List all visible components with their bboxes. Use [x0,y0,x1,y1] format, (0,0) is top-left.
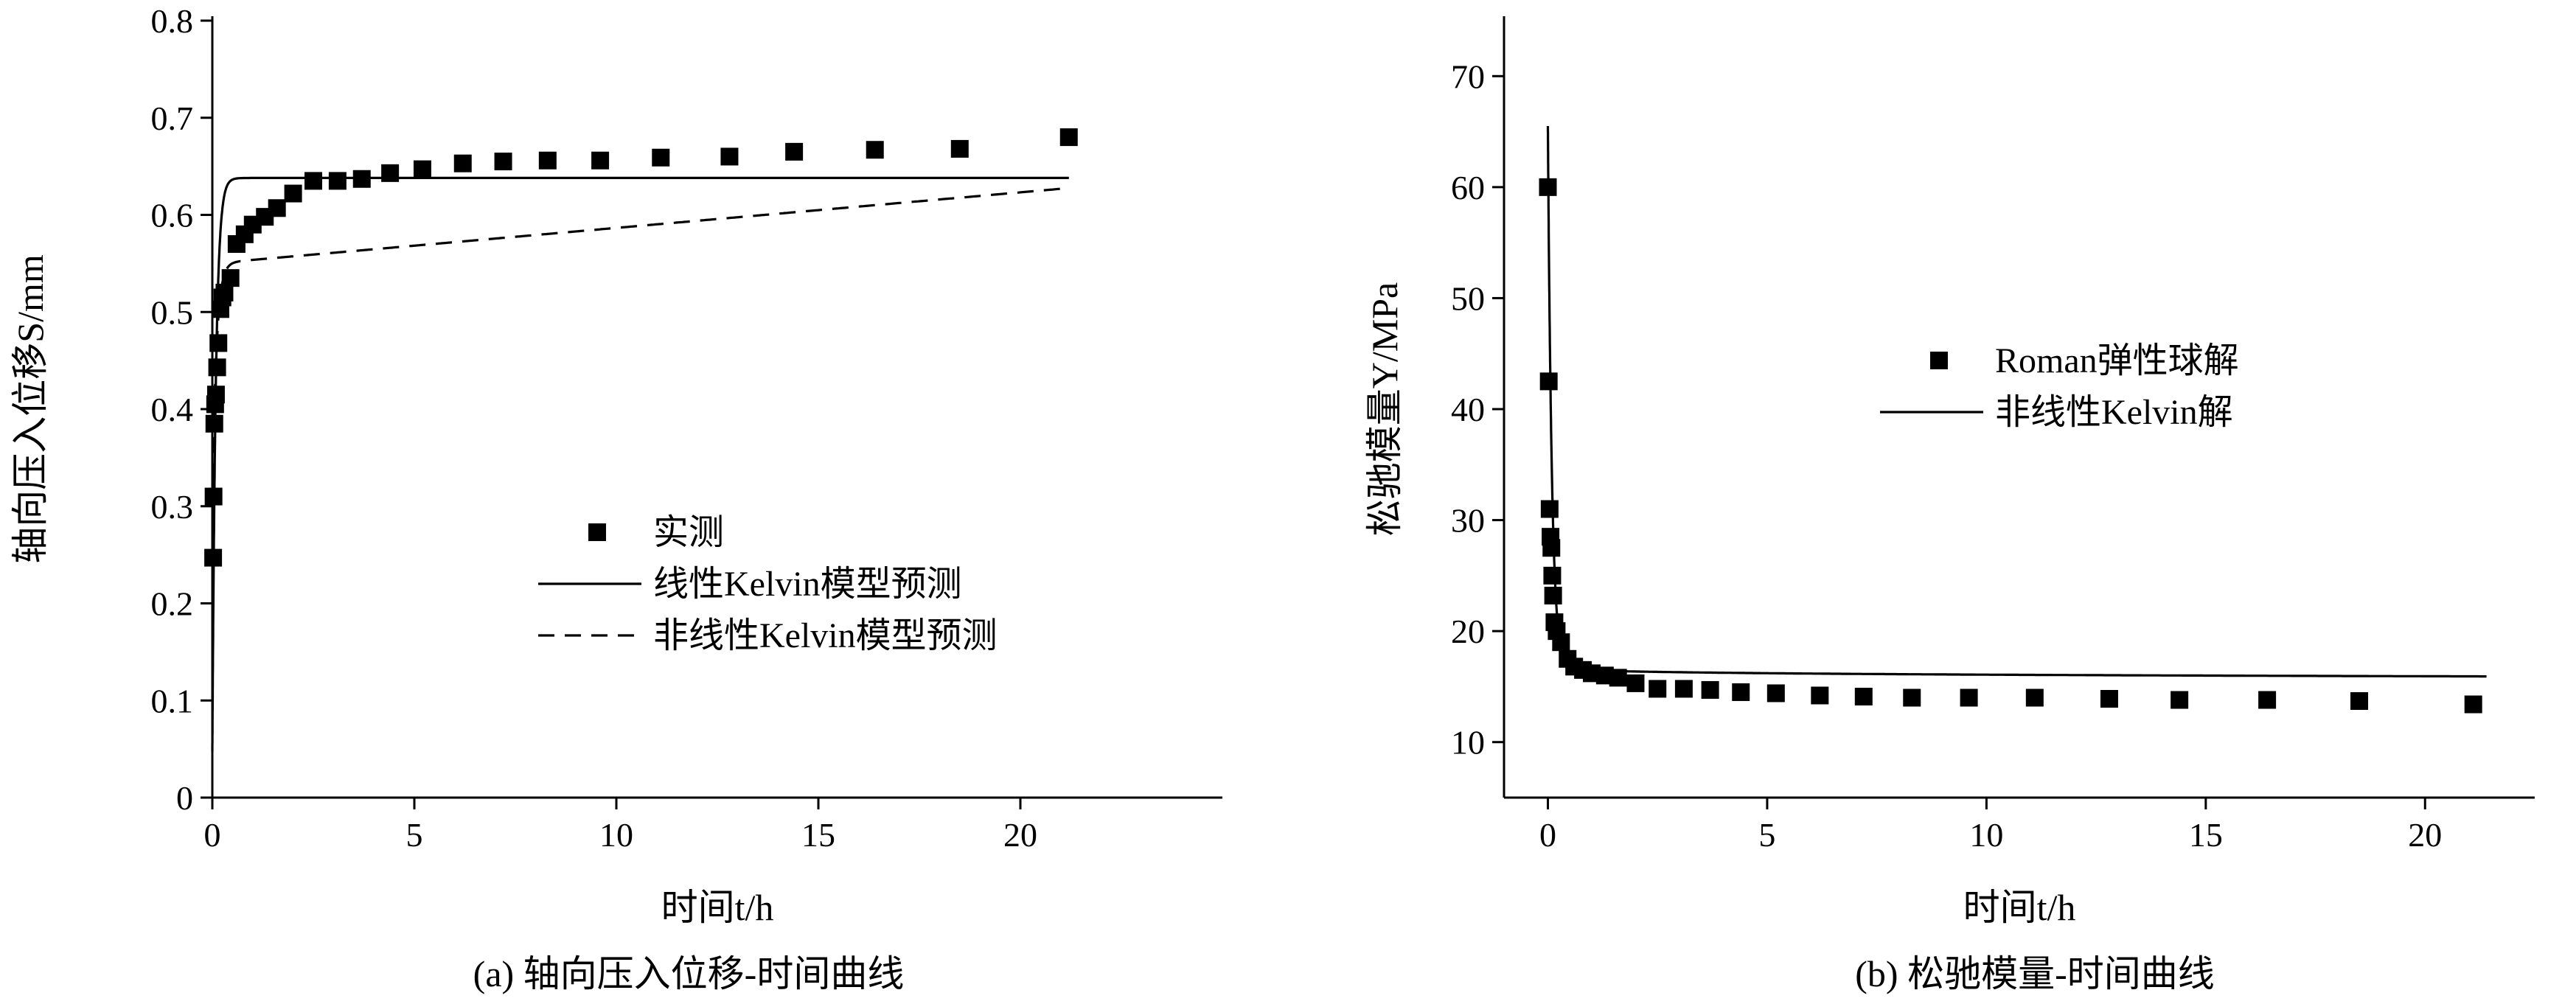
data-point [494,153,512,171]
data-point [866,141,884,159]
x-tick-label: 10 [1969,816,2003,854]
data-point [1960,688,1978,707]
y-tick-label: 40 [1451,391,1485,428]
legend-label: 线性Kelvin模型预测 [653,565,962,604]
data-point [209,334,228,352]
data-point [2100,689,2118,708]
data-point [652,148,670,167]
data-point [1542,539,1561,557]
legend-label: 实测 [653,513,724,552]
legend-label: 非线性Kelvin解 [1995,393,2233,432]
data-point [720,147,739,166]
data-point [538,151,557,170]
legend-label: Roman弹性球解 [1995,341,2239,380]
x-tick-label: 5 [1758,816,1775,854]
chart-a-displacement: 0 5 10 15 20 0 0.1 0.2 0.3 0.4 0.5 0.6 0.7 0.8 时间t/h 轴向… [10,2,1222,994]
y-tick-label: 0.8 [151,2,194,40]
data-point [2171,691,2189,709]
data-point [1674,680,1693,698]
data-point [453,154,472,172]
data-point [950,139,969,158]
chart-b-relaxation-modulus: 0 5 10 15 20 10 20 30 40 50 60 70 时间t/h 松驰模量Y/MPa (b) … [1364,16,2535,994]
x-tick-label: 0 [1539,816,1556,854]
x-tick-label: 20 [2408,816,2442,854]
y-tick-label: 30 [1451,502,1485,540]
y-tick-label: 20 [1451,613,1485,650]
y-tick-label: 0.4 [151,391,194,428]
data-point [1626,674,1645,692]
data-point [1540,500,1559,518]
y-tick-label: 10 [1451,724,1485,761]
legend-marker [588,523,606,541]
y-tick-label: 0.2 [151,585,194,623]
legend-marker [1930,352,1948,369]
chart-caption: (b) 松驰模量-时间曲线 [1855,953,2214,994]
y-tick-label: 0.5 [151,293,194,331]
x-axis-label: 时间t/h [1963,887,2076,928]
data-point [381,164,400,182]
data-point [1539,372,1558,391]
data-point [413,160,431,178]
y-tick-label: 0.3 [151,488,194,526]
y-tick-label: 0.1 [151,682,194,719]
data-point [221,269,240,287]
data-point [785,142,804,161]
data-point [268,199,286,217]
data-point [1544,586,1562,604]
data-point [1732,683,1750,701]
y-axis-label: 松驰模量Y/MPa [1364,282,1405,536]
data-point [2025,688,2044,707]
x-tick-label: 15 [801,816,835,854]
data-point [1903,688,1921,707]
series-line [211,186,1069,506]
x-tick-label: 0 [204,816,221,854]
data-point [1701,680,1719,699]
y-axis-label: 轴向压入位移S/mm [10,254,51,564]
x-tick-label: 10 [599,816,633,854]
data-point [2464,695,2482,714]
data-point [1811,686,1829,705]
data-point [304,172,322,190]
y-tick-label: 0 [176,779,193,817]
y-tick-label: 0.7 [151,100,194,137]
data-point [591,151,610,170]
x-tick-label: 15 [2189,816,2223,854]
series-line [211,176,1069,751]
data-point [284,184,302,203]
data-point [1543,566,1562,585]
data-point [2258,691,2277,709]
data-point [328,172,347,190]
data-point [1766,684,1785,703]
y-tick-label: 0.6 [151,197,194,234]
legend-label: 非线性Kelvin模型预测 [653,616,998,655]
x-tick-label: 20 [1003,816,1037,854]
y-tick-label: 50 [1451,279,1485,317]
data-point [2350,692,2369,711]
series-line [1546,126,2487,678]
y-tick-label: 70 [1451,57,1485,95]
data-point [1854,687,1873,705]
x-tick-label: 5 [406,816,423,854]
y-tick-label: 60 [1451,169,1485,206]
data-point [1059,128,1078,147]
x-axis-label: 时间t/h [661,887,774,928]
data-point [1649,680,1667,698]
chart-caption: (a) 轴向压入位移-时间曲线 [473,953,905,994]
